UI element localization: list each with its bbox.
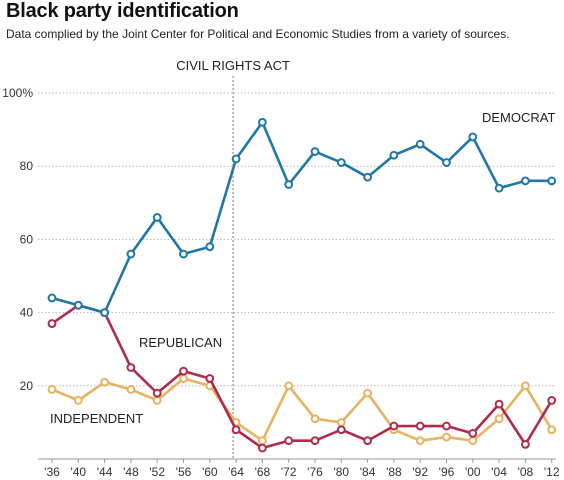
data-point-republican — [521, 439, 530, 449]
data-point-independent — [336, 418, 346, 427]
x-tick-label: '12 — [544, 465, 560, 479]
data-point-independent — [494, 414, 504, 424]
x-tick-label: '04 — [491, 465, 507, 479]
chart-title: Black party identification — [6, 0, 239, 22]
data-point-democrat — [363, 172, 373, 182]
data-point-democrat — [231, 154, 241, 164]
data-point-democrat — [205, 242, 215, 252]
data-point-democrat — [179, 249, 188, 259]
data-point-republican — [442, 421, 451, 431]
x-tick-label: '76 — [307, 465, 323, 479]
civil-rights-annotation: CIVIL RIGHTS ACT — [176, 58, 290, 459]
data-point-democrat — [415, 139, 425, 149]
x-tick-label: '40 — [70, 465, 86, 479]
x-tick-label: '00 — [465, 465, 481, 479]
data-point-republican — [468, 428, 478, 438]
data-point-independent — [258, 436, 267, 446]
data-point-independent — [47, 385, 57, 394]
y-tick-label: 80 — [20, 159, 34, 173]
x-tick-label: '84 — [360, 465, 376, 479]
labels: 100% 80 60 40 20 '36 '40 '44 '48 '52 '56 '60 '64 '68 '… — [2, 86, 560, 479]
data-point-republican — [363, 436, 373, 446]
data-point-democrat — [389, 150, 399, 160]
data-point-democrat — [547, 176, 557, 186]
data-point-independent — [152, 396, 162, 405]
data-point-independent — [468, 436, 478, 446]
data-point-independent — [415, 436, 425, 446]
y-tick-label: 40 — [20, 306, 34, 320]
data-point-republican — [415, 421, 425, 431]
data-point-republican — [258, 443, 267, 453]
data-point-republican — [494, 399, 504, 409]
data-point-democrat — [336, 158, 346, 167]
series-lines — [47, 117, 557, 453]
data-point-independent — [126, 385, 136, 394]
data-point-republican — [310, 436, 320, 446]
data-point-independent — [442, 432, 451, 442]
x-tick-label: '60 — [202, 465, 218, 479]
x-tick-label: '44 — [97, 465, 113, 479]
data-point-independent — [179, 374, 188, 383]
data-point-independent — [363, 388, 373, 398]
data-point-independent — [310, 414, 320, 424]
data-point-republican — [547, 396, 557, 405]
chart-subtitle: Data complied by the Joint Center for Po… — [6, 27, 510, 41]
data-point-democrat — [310, 147, 320, 156]
data-point-democrat — [258, 117, 267, 127]
x-tick-label: '64 — [228, 465, 244, 479]
series-label-democrat: DEMOCRAT — [482, 110, 555, 125]
gridlines — [38, 92, 556, 463]
x-tick-label: '88 — [386, 465, 402, 479]
series-label-republican: REPUBLICAN — [139, 335, 222, 350]
x-tick-label: '08 — [518, 465, 534, 479]
data-point-republican — [336, 425, 346, 435]
series-line-democrat — [51, 120, 552, 314]
data-point-independent — [547, 425, 557, 435]
x-tick-label: '96 — [439, 465, 455, 479]
series-line-republican — [51, 303, 553, 450]
data-point-independent — [284, 381, 294, 391]
data-point-republican — [389, 421, 399, 431]
y-tick-label: 20 — [20, 379, 34, 393]
data-point-republican — [152, 388, 162, 398]
data-point-democrat — [73, 300, 83, 310]
data-point-democrat — [126, 249, 136, 259]
data-point-democrat — [47, 293, 57, 303]
data-point-democrat — [468, 132, 478, 142]
series-label-independent: INDEPENDENT — [50, 411, 143, 426]
data-point-republican — [284, 436, 294, 446]
data-point-independent — [73, 396, 83, 405]
x-tick-label: '92 — [412, 465, 428, 479]
data-point-republican — [231, 425, 241, 435]
x-tick-label: '52 — [149, 465, 165, 479]
data-point-independent — [100, 377, 109, 387]
x-tick-label: '72 — [281, 465, 297, 479]
data-point-democrat — [442, 158, 451, 167]
data-point-republican — [179, 366, 188, 376]
x-tick-label: '68 — [255, 465, 271, 479]
data-point-independent — [521, 381, 530, 391]
data-point-democrat — [100, 308, 109, 318]
data-point-democrat — [494, 183, 504, 193]
y-tick-label: 60 — [20, 232, 34, 246]
data-point-democrat — [521, 176, 530, 186]
civil-rights-label: CIVIL RIGHTS ACT — [176, 58, 290, 73]
data-point-republican — [205, 374, 215, 383]
data-point-democrat — [284, 180, 294, 189]
y-tick-label: 100% — [2, 86, 33, 100]
data-point-republican — [126, 363, 136, 372]
x-tick-label: '48 — [123, 465, 139, 479]
x-tick-label: '80 — [333, 465, 349, 479]
x-tick-label: '56 — [176, 465, 192, 479]
data-point-republican — [47, 319, 57, 328]
data-point-democrat — [152, 213, 162, 222]
series-line-independent — [51, 377, 553, 443]
x-tick-label: '36 — [44, 465, 60, 479]
